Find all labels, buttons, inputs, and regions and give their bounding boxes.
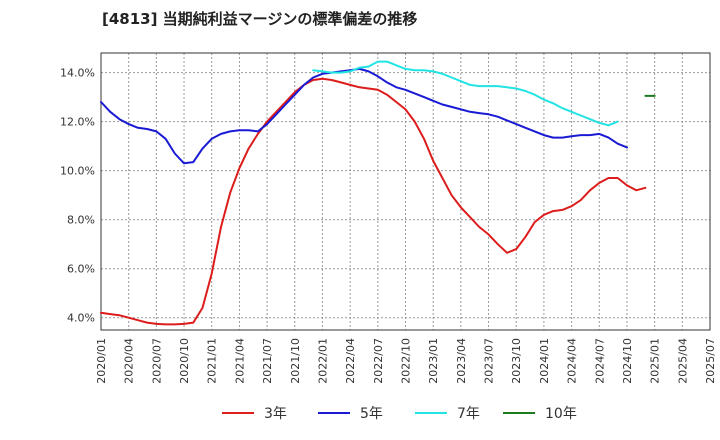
legend-label: 5年 — [360, 406, 383, 422]
legend: 3年 5年 7年 10年 — [222, 406, 577, 422]
y-tick-label: 6.0% — [67, 263, 95, 276]
legend-label: 3年 — [264, 406, 287, 422]
y-tick-label: 12.0% — [60, 116, 95, 129]
series-line-1 — [100, 77, 647, 326]
chart-title: [4813] 当期純利益マージンの標準偏差の推移 — [102, 10, 418, 28]
series-line-3 — [312, 60, 619, 127]
x-tick-label: 2021/04 — [233, 338, 246, 384]
x-tick-label: 2023/04 — [455, 338, 468, 384]
x-tick-label: 2025/07 — [704, 338, 717, 384]
legend-label: 7年 — [457, 406, 480, 422]
y-tick-label: 14.0% — [60, 67, 95, 80]
x-tick-label: 2020/01 — [95, 338, 108, 384]
x-tick-label: 2023/07 — [483, 338, 496, 384]
x-tick-label: 2023/01 — [427, 338, 440, 384]
x-tick-label: 2021/10 — [289, 338, 302, 384]
y-tick-label: 8.0% — [67, 214, 95, 227]
x-tick-label: 2021/07 — [261, 338, 274, 384]
plot-area — [100, 52, 711, 331]
x-tick-label: 2024/10 — [621, 338, 634, 384]
x-tick-label: 2024/07 — [593, 338, 606, 384]
x-axis: 2020/01 2020/04 2020/07 2020/10 2021/01 2021/… — [95, 338, 717, 384]
grid-lines — [100, 53, 711, 330]
x-tick-label: 2022/01 — [316, 338, 329, 384]
x-tick-label: 2022/10 — [400, 338, 413, 384]
series-line-2 — [100, 67, 628, 165]
y-tick-label: 10.0% — [60, 165, 95, 178]
x-tick-label: 2025/01 — [649, 338, 662, 384]
y-axis: 4.0% 6.0% 8.0% 10.0% 12.0% 14.0% — [60, 67, 95, 325]
legend-label: 10年 — [545, 406, 577, 422]
x-tick-label: 2020/07 — [150, 338, 163, 384]
x-tick-label: 2020/10 — [178, 338, 191, 384]
x-tick-label: 2024/01 — [538, 338, 551, 384]
x-tick-label: 2022/07 — [372, 338, 385, 384]
y-tick-label: 4.0% — [67, 312, 95, 325]
x-tick-label: 2023/10 — [510, 338, 523, 384]
series-layer — [100, 60, 656, 326]
x-tick-label: 2024/04 — [566, 338, 579, 384]
x-tick-label: 2025/04 — [676, 338, 689, 384]
x-tick-label: 2022/04 — [344, 338, 357, 384]
x-tick-label: 2021/01 — [206, 338, 219, 384]
x-tick-label: 2020/04 — [123, 338, 136, 384]
